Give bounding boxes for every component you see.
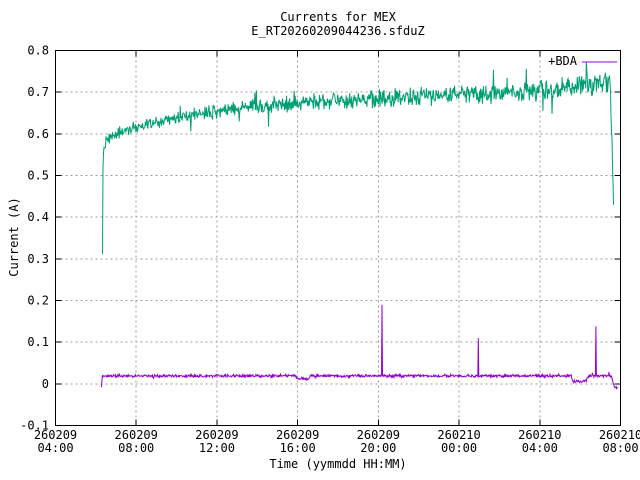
chart-title: Currents for MEX bbox=[280, 10, 396, 24]
y-tick-label: 0.6 bbox=[27, 127, 49, 141]
y-tick-label: 0.2 bbox=[27, 294, 49, 308]
series-line-purple bbox=[101, 304, 618, 390]
x-tick-label-date: 260209 bbox=[34, 428, 77, 442]
x-tick-label-time: 00:00 bbox=[441, 441, 477, 455]
y-tick-label: 0.3 bbox=[27, 252, 49, 266]
y-tick-label: 0.7 bbox=[27, 85, 49, 99]
x-tick-label-date: 260210 bbox=[437, 428, 480, 442]
chart-subtitle: E_RT20260209044236.sfduZ bbox=[251, 24, 425, 38]
x-tick-label-time: 20:00 bbox=[360, 441, 396, 455]
x-tick-label-time: 04:00 bbox=[522, 441, 558, 455]
plot-border bbox=[55, 50, 621, 426]
x-tick-label-date: 260209 bbox=[115, 428, 158, 442]
y-tick-label: 0.4 bbox=[27, 210, 49, 224]
x-tick-label-time: 08:00 bbox=[118, 441, 154, 455]
x-tick-label-time: 04:00 bbox=[37, 441, 73, 455]
x-tick-label-date: 260210 bbox=[518, 428, 561, 442]
x-tick-label-date: 260209 bbox=[276, 428, 319, 442]
y-tick-label: 0.8 bbox=[27, 44, 49, 58]
y-tick-label: -0.1 bbox=[20, 419, 49, 433]
x-tick-label-time: 12:00 bbox=[199, 441, 235, 455]
x-tick-label-time: 16:00 bbox=[280, 441, 316, 455]
x-tick-label-date: 260209 bbox=[357, 428, 400, 442]
legend-label-purple: +BDA bbox=[548, 54, 578, 68]
x-tick-label-time: 08:00 bbox=[602, 441, 638, 455]
series-line-green bbox=[102, 62, 614, 255]
y-tick-label: 0.5 bbox=[27, 169, 49, 183]
x-tick-label-date: 260209 bbox=[195, 428, 238, 442]
y-tick-label: 0.1 bbox=[27, 335, 49, 349]
x-axis-label: Time (yymmdd HH:MM) bbox=[269, 457, 407, 471]
y-tick-label: 0 bbox=[42, 377, 49, 391]
x-tick-label-date: 260210 bbox=[599, 428, 640, 442]
